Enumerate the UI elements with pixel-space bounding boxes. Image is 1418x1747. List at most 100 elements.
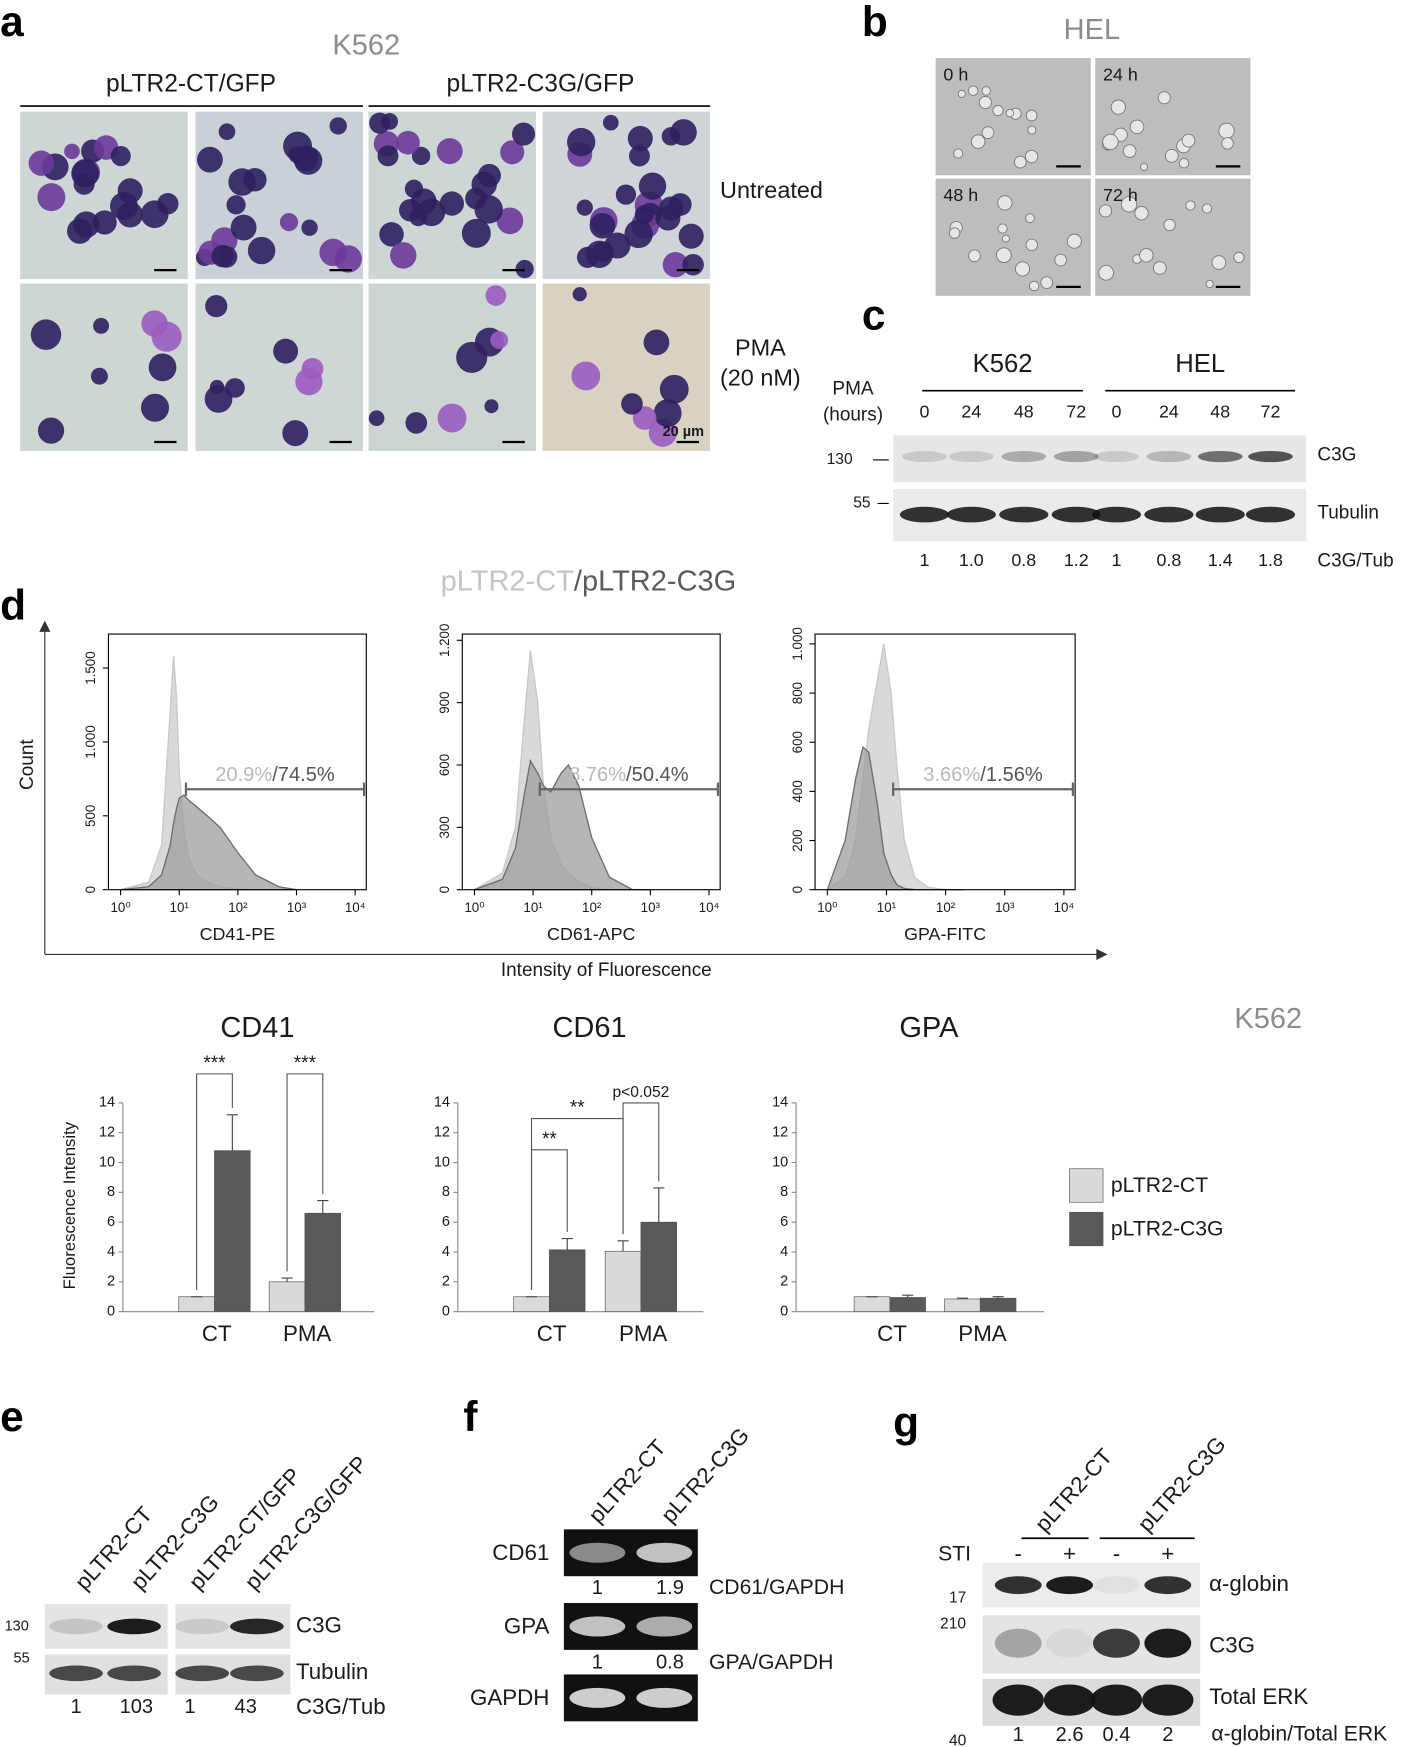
x-axis-label: CD41-PE: [200, 924, 276, 944]
cell: [93, 317, 110, 334]
cell: [997, 223, 1008, 234]
y-tick-label: 8: [107, 1184, 115, 1200]
ratio: 43: [235, 1696, 257, 1718]
cell: [37, 183, 66, 212]
cell: [225, 378, 245, 398]
band: [999, 506, 1049, 523]
y-tick-label: 6: [780, 1214, 788, 1230]
cell: [967, 85, 979, 96]
group-label: pLTR2-CT/GFP: [106, 70, 276, 97]
ratio: 103: [120, 1696, 154, 1718]
bar: [549, 1249, 586, 1312]
cell: [273, 338, 299, 364]
panel-label: d: [0, 582, 26, 629]
y-tick-label: 0: [780, 1303, 788, 1319]
cell: [500, 140, 525, 165]
significance-bracket: [286, 1073, 324, 1272]
time-label: 24: [961, 402, 981, 422]
cell: [624, 219, 653, 249]
y-tick-label: 2: [442, 1274, 450, 1290]
band: [175, 1665, 229, 1682]
ratio: 1.4: [1208, 550, 1233, 570]
ratio: 2.6: [1056, 1724, 1084, 1746]
cell: [1066, 233, 1082, 249]
band: [994, 1628, 1042, 1658]
cell: [72, 211, 100, 238]
cell: [948, 227, 961, 239]
cell: [615, 184, 637, 205]
y-tick-label: 500: [83, 805, 98, 827]
marker: 210: [940, 1615, 966, 1632]
cell: [1140, 163, 1149, 171]
cell: [90, 367, 108, 385]
y-tick-label: 14: [99, 1095, 115, 1111]
cell: [670, 119, 697, 146]
cell: [602, 114, 619, 131]
cell: [1014, 261, 1031, 277]
cell: [484, 399, 499, 414]
cell: [981, 126, 995, 139]
band: [1091, 506, 1142, 523]
error-bar: [226, 1114, 238, 1151]
band: [1146, 450, 1192, 463]
cell: [1153, 261, 1167, 275]
marker: 130: [5, 1618, 29, 1634]
y-tick-label: 600: [437, 754, 452, 776]
band: [1144, 1576, 1192, 1595]
y-tick-label: 8: [442, 1184, 450, 1200]
y-tick-label: 600: [790, 731, 805, 753]
bar: [640, 1221, 677, 1312]
treatment: (hours): [823, 404, 883, 425]
time-label: 0 h: [943, 65, 968, 85]
cell: [1025, 238, 1038, 252]
gel-band: [636, 1616, 693, 1637]
row-label: Untreated: [720, 177, 823, 203]
time-label: 24 h: [1103, 65, 1138, 85]
cell: [334, 245, 362, 273]
time-label: 48 h: [943, 185, 978, 205]
x-tick-label: CT: [537, 1321, 567, 1346]
cell: [1181, 133, 1196, 148]
legend-swatch: [1069, 1211, 1104, 1247]
title-part: /: [574, 565, 583, 597]
cell: [997, 195, 1013, 211]
x-tick-label: CT: [877, 1321, 907, 1346]
time-label: 72: [1261, 402, 1281, 422]
cell: [439, 191, 465, 216]
bar: [604, 1250, 642, 1312]
y-axis-label: Count: [17, 739, 38, 790]
y-tick-label: 12: [772, 1125, 788, 1141]
row-label: CD61: [492, 1540, 549, 1565]
bar: [513, 1296, 550, 1312]
row-label: GAPDH: [470, 1685, 549, 1710]
cell: [1122, 144, 1137, 158]
band: [1051, 506, 1101, 523]
bar: [214, 1150, 251, 1312]
gate-part: 3.66%: [923, 764, 980, 786]
cell: [634, 205, 654, 225]
ratio: 1: [184, 1696, 195, 1718]
band: [946, 506, 996, 523]
x-tick-label: PMA: [283, 1321, 331, 1346]
band: [1142, 1684, 1194, 1716]
gate-part: /: [980, 764, 986, 786]
y-tick-label: 0: [107, 1303, 115, 1319]
cell: [409, 208, 428, 227]
band: [1144, 1628, 1192, 1658]
time-label: 48: [1014, 402, 1034, 422]
legend-label: pLTR2-C3G: [1111, 1218, 1224, 1241]
band: [1245, 506, 1296, 523]
arrow-head: [1096, 948, 1108, 961]
time-label: 24: [1159, 402, 1179, 422]
bar: [304, 1212, 341, 1312]
y-tick-label: 1.500: [83, 651, 98, 684]
cell: [1025, 213, 1035, 224]
gate-part: 20.9%: [215, 764, 272, 786]
histogram-area: [474, 758, 651, 891]
cell: [477, 163, 501, 188]
error-bar: [317, 1200, 329, 1214]
x-tick-label: 10⁰: [817, 900, 837, 915]
band: [107, 1665, 161, 1682]
chart-title: GPA: [899, 1012, 959, 1044]
